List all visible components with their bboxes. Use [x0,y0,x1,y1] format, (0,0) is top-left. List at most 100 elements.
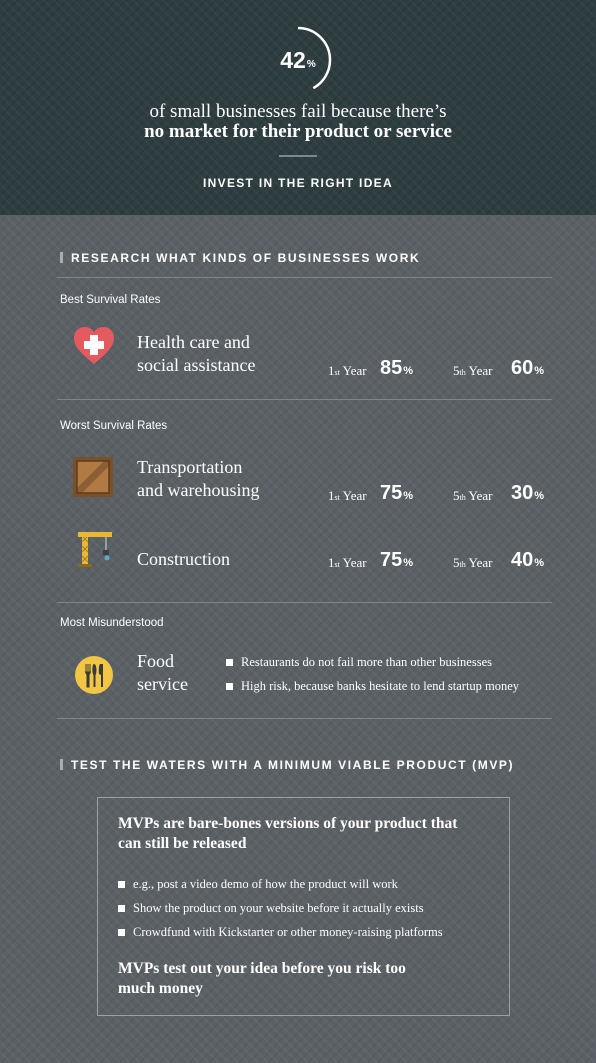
year-suffix: st [334,560,340,569]
year-word: Year [468,555,493,570]
year-suffix: st [334,368,340,377]
year-suffix: th [459,560,466,569]
business-name-construction: Construction [137,549,230,569]
rate-value: 85 [380,357,403,379]
mvp-bullet: Crowdfund with Kickstarter or other mone… [118,925,443,940]
year-suffix: th [459,368,466,377]
business-name-line: Food [137,651,175,671]
fifth-year-label: 5th Year [453,488,492,504]
heading-marker [60,252,63,263]
mvp-intro-line: MVPs are bare-bones versions of your pro… [118,815,458,832]
best-survival-label: Best Survival Rates [60,294,161,306]
rate-value: 40 [511,549,534,571]
first-year-rate: 75% [380,549,413,572]
crate-icon [73,457,113,497]
hero-divider [279,155,317,157]
year-num: 1 [328,488,335,503]
business-name-health: Health care and social assistance [137,331,255,377]
hero-subtitle: INVEST IN THE RIGHT IDEA [203,176,393,190]
bullet-square [226,659,233,666]
stat-value: 42 [280,46,306,73]
bullet-text: Restaurants do not fail more than other … [241,655,492,669]
mvp-outro: MVPs test out your idea before you risk … [118,959,498,999]
fifth-year-label: 5th Year [453,555,492,571]
divider [57,277,552,278]
most-misunderstood-label: Most Misunderstood [60,617,164,629]
bullet-square [118,881,125,888]
year-num: 5 [453,555,460,570]
rate-unit: % [534,490,545,502]
bullet-text: Show the product on your website before … [133,901,424,915]
year-suffix: th [459,493,466,502]
research-heading-text: RESEARCH WHAT KINDS OF BUSINESSES WORK [71,251,421,265]
rate-unit: % [403,365,414,377]
mvp-intro: MVPs are bare-bones versions of your pro… [118,814,498,854]
first-year-label: 1st Year [328,363,367,379]
year-word: Year [342,488,367,503]
stat-unit: % [306,58,316,70]
bullet-square [118,929,125,936]
year-suffix: st [334,493,340,502]
mvp-bullet: e.g., post a video demo of how the produ… [118,877,398,892]
first-year-label: 1st Year [328,555,367,571]
mvp-outro-line: MVPs test out your idea before you risk … [118,960,406,977]
business-name-food: Food service [137,650,188,696]
mvp-bullet: Show the product on your website before … [118,901,424,916]
business-name-line: Health care and [137,332,250,352]
business-name-transport: Transportation and warehousing [137,456,259,502]
fifth-year-label: 5th Year [453,363,492,379]
rate-value: 75 [380,549,403,571]
mvp-outro-line: much money [118,980,203,997]
year-num: 5 [453,488,460,503]
hero-text-line2: no market for their product or service [144,121,452,142]
bullet-text: e.g., post a video demo of how the produ… [133,877,398,891]
stat-ring [264,26,332,94]
food-bullet: Restaurants do not fail more than other … [226,655,492,670]
year-word: Year [342,363,367,378]
divider [57,399,552,400]
first-year-rate: 75% [380,482,413,505]
utensils-icon [75,656,113,694]
mvp-heading: TEST THE WATERS WITH A MINIMUM VIABLE PR… [60,758,514,772]
rate-unit: % [403,557,414,569]
business-name-line: service [137,674,188,694]
rate-value: 30 [511,482,534,504]
mvp-intro-line: can still be released [118,835,247,852]
first-year-rate: 85% [380,357,413,380]
rate-value: 75 [380,482,403,504]
divider [57,718,552,719]
fifth-year-rate: 40% [511,549,544,572]
year-num: 1 [328,555,335,570]
rate-value: 60 [511,357,534,379]
year-word: Year [342,555,367,570]
business-name-line: Transportation [137,457,243,477]
bullet-text: Crowdfund with Kickstarter or other mone… [133,925,443,939]
mvp-heading-text: TEST THE WATERS WITH A MINIMUM VIABLE PR… [71,758,515,772]
first-year-label: 1st Year [328,488,367,504]
heading-marker [60,759,63,770]
mvp-box [97,797,510,1016]
rate-unit: % [403,490,414,502]
rate-unit: % [534,557,545,569]
fifth-year-rate: 30% [511,482,544,505]
hero-text-line1: of small businesses fail because there’s [149,101,447,122]
business-name-line: and warehousing [137,480,260,500]
bullet-text: High risk, because banks hesitate to len… [241,679,520,693]
year-num: 1 [328,363,335,378]
food-bullet: High risk, because banks hesitate to len… [226,679,519,694]
fifth-year-rate: 60% [511,357,544,380]
stat-figure: 42% [262,24,334,96]
research-heading: RESEARCH WHAT KINDS OF BUSINESSES WORK [60,251,420,265]
business-name-line: social assistance [137,355,256,375]
heart-cross-icon [74,327,114,364]
rate-unit: % [534,365,545,377]
year-num: 5 [453,363,460,378]
divider [57,602,552,603]
crane-icon [78,532,112,567]
bullet-square [226,683,233,690]
bullet-square [118,905,125,912]
year-word: Year [468,363,493,378]
year-word: Year [468,488,493,503]
hero-banner: 42% of small businesses fail because the… [0,0,596,215]
